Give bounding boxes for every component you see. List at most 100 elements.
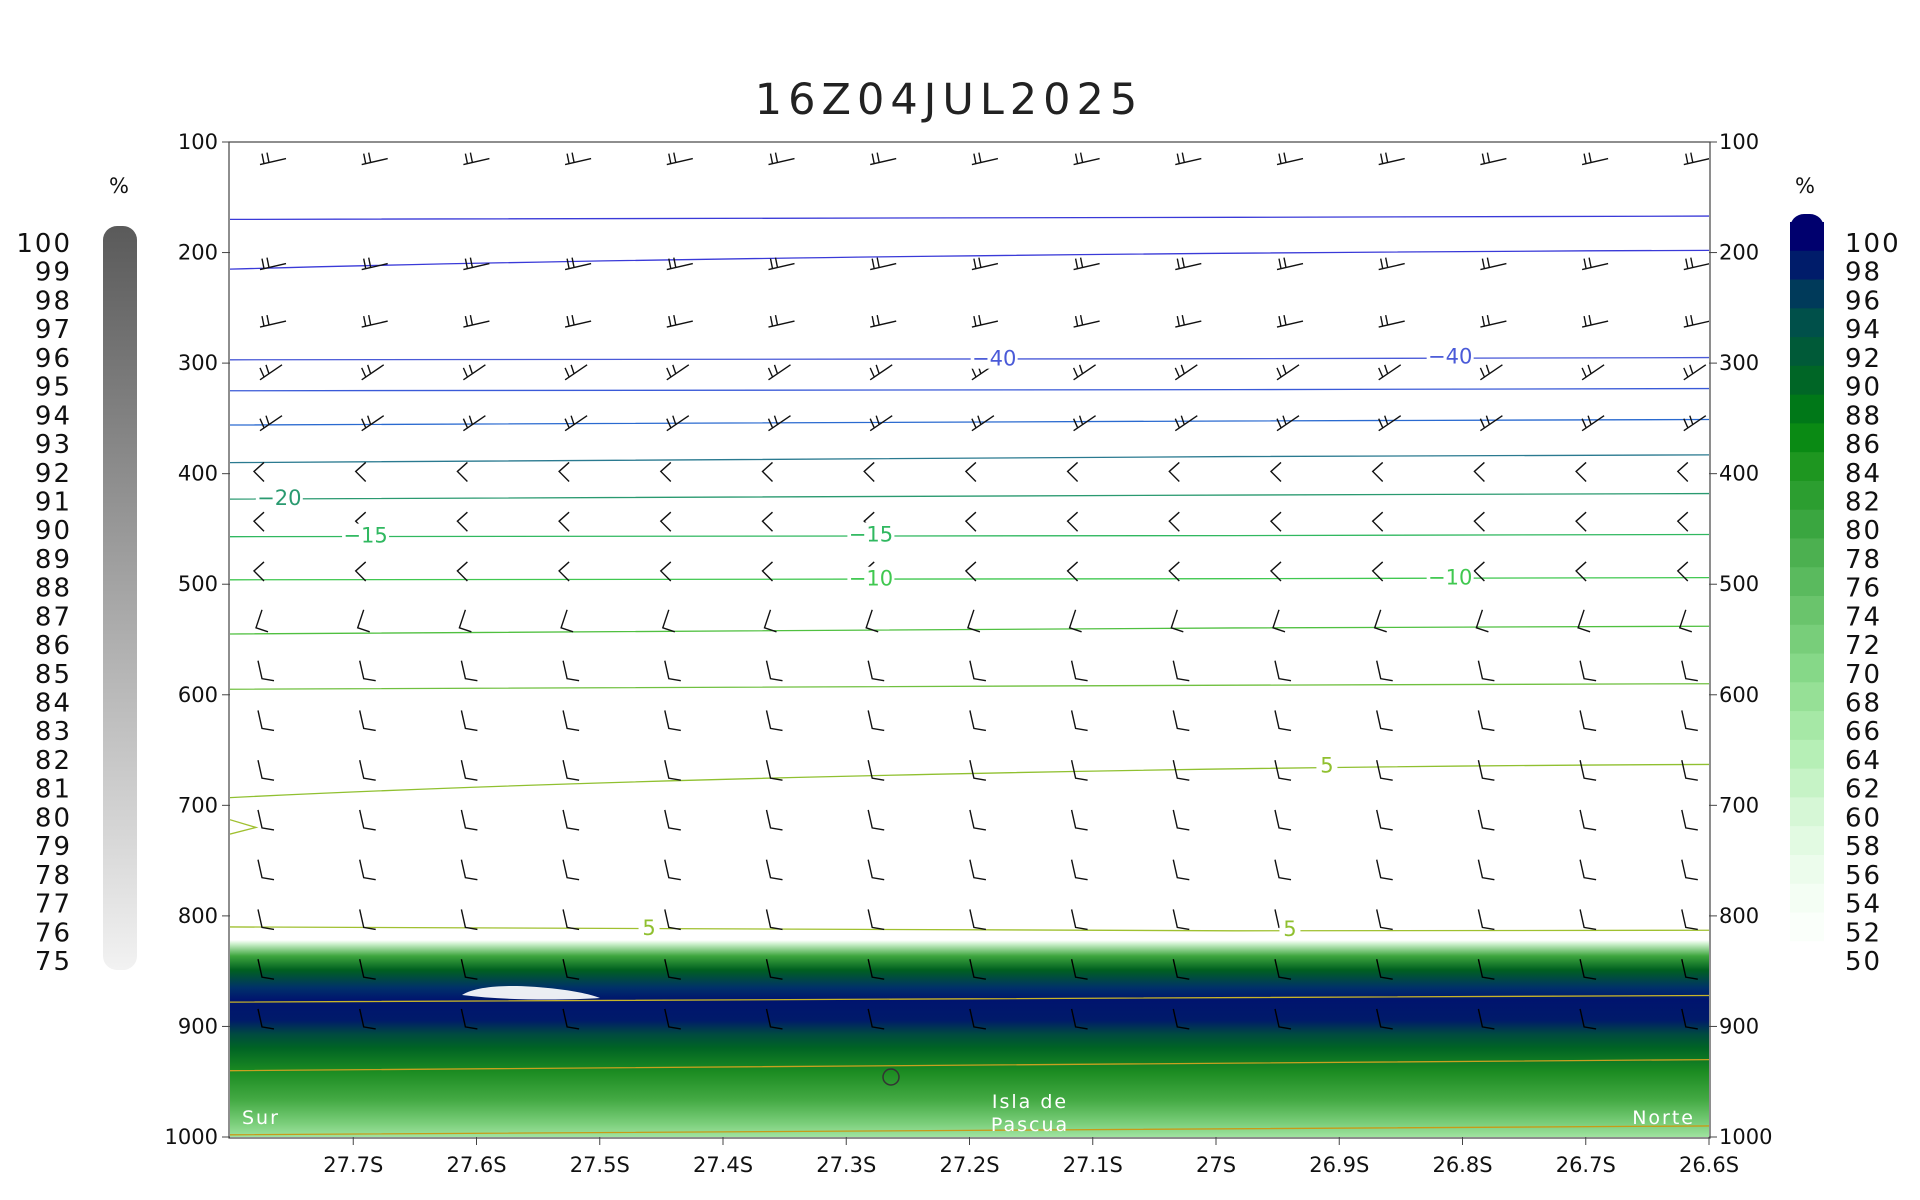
wind-barb [1477,660,1495,682]
right-colorbar-segment [1790,279,1824,309]
left-colorbar-label: 83 [35,717,72,747]
contour-line [230,454,1709,464]
wind-barb [761,511,773,532]
y-tick-label-right: 300 [1719,351,1759,375]
wind-barb [463,152,490,166]
left-colorbar-label: 98 [35,286,72,316]
wind-barb [359,909,376,931]
wind-barb [969,859,987,881]
y-tick-label: 600 [178,683,218,707]
right-colorbar-segment [1790,596,1824,626]
contour-line [230,356,1709,361]
contour-line [230,625,1709,635]
wind-barb [765,660,783,682]
wind-barb [1477,710,1495,732]
wind-barb [1579,710,1597,732]
wind-barb [666,415,690,432]
contour-label: −20 [257,486,301,510]
wind-barb [666,152,693,166]
wind-barb [1274,959,1292,980]
wind-barb [664,859,681,881]
wind-barb [1681,760,1698,781]
wind-barb [1272,609,1286,633]
wind-barb [1276,415,1300,432]
wind-barb [768,257,795,271]
right-colorbar-segment [1790,883,1824,914]
contour-label-bg [847,566,895,589]
wind-barb [562,809,580,831]
wind-barb [1480,257,1507,271]
wind-barb [562,710,580,732]
right-colorbar-segment [1790,308,1824,338]
x-tick-label: 26.6S [1679,1153,1739,1177]
x-tick-label: 26.8S [1432,1153,1492,1177]
y-tick-label-right: 600 [1719,683,1759,707]
y-tick-label-right: 200 [1719,241,1759,265]
wind-barb [1070,809,1088,831]
right-colorbar-label: 60 [1845,803,1882,833]
wind-barb [1376,859,1393,881]
wind-barb [1174,415,1198,432]
wind-barb [1376,809,1393,831]
wind-barb [460,760,478,781]
x-tick-label: 27.4S [693,1153,753,1177]
wind-barb [964,511,977,532]
wind-barb [458,609,472,633]
right-colorbar-label: 84 [1845,459,1882,489]
left-colorbar-label: 81 [35,775,72,805]
wind-barb [1581,152,1609,166]
wind-barb [666,314,693,328]
x-tick-label: 26.7S [1556,1153,1616,1177]
y-tick-label: 400 [178,462,218,486]
wind-barb [257,1008,275,1030]
wind-barb [361,415,385,432]
wind-barb [252,561,265,582]
wind-barb [1683,257,1709,271]
wind-barb [1172,710,1190,732]
wind-barb [1274,809,1292,831]
wind-barb [1175,152,1202,166]
wind-barb [252,461,265,482]
wind-barb [1070,760,1088,781]
wind-barb [964,461,977,482]
wind-barb [867,859,885,881]
right-colorbar-segment [1790,480,1824,511]
wind-barb [1172,959,1190,980]
wind-barb [1070,660,1088,682]
wind-barb [666,364,690,381]
wind-barb [1579,760,1597,781]
wind-barb [1681,660,1698,682]
contour-line [230,994,1709,1003]
wind-barb [558,561,570,582]
wind-barb [1172,909,1190,931]
right-colorbar-label: 78 [1845,545,1882,575]
wind-barb [1577,609,1591,633]
right-colorbar-label: 64 [1845,746,1882,776]
wind-barb [1378,415,1402,432]
wind-barb [1575,511,1587,532]
wind-barb [1477,760,1495,781]
wind-barb [969,909,987,931]
contour-label: 5 [642,916,655,940]
wind-barb [870,257,897,271]
wind-barb [1168,461,1180,482]
wind-barb [359,660,376,682]
wind-barb [1269,461,1282,482]
contour-line [230,418,1709,426]
wind-barb [1378,364,1402,381]
right-colorbar-label: 82 [1845,487,1882,517]
wind-barb [1276,364,1300,381]
wind-barb [1378,152,1405,166]
y-tick-label: 500 [178,572,218,596]
wind-barb [463,314,490,328]
y-tick-label: 900 [178,1014,218,1038]
wind-barb [1068,609,1082,633]
wind-barb [1473,511,1485,532]
left-colorbar-label: 88 [35,574,72,604]
x-axis: 27.7S 27.6S 27.5S 27.4S 27.3S 27.2S 27.1S 27S 26… [323,1137,1739,1177]
wind-barb [971,152,999,166]
right-colorbar-label: 54 [1845,890,1882,920]
wind-barb [1371,561,1384,582]
wind-barb [1274,760,1292,781]
wind-barb [1683,314,1709,328]
